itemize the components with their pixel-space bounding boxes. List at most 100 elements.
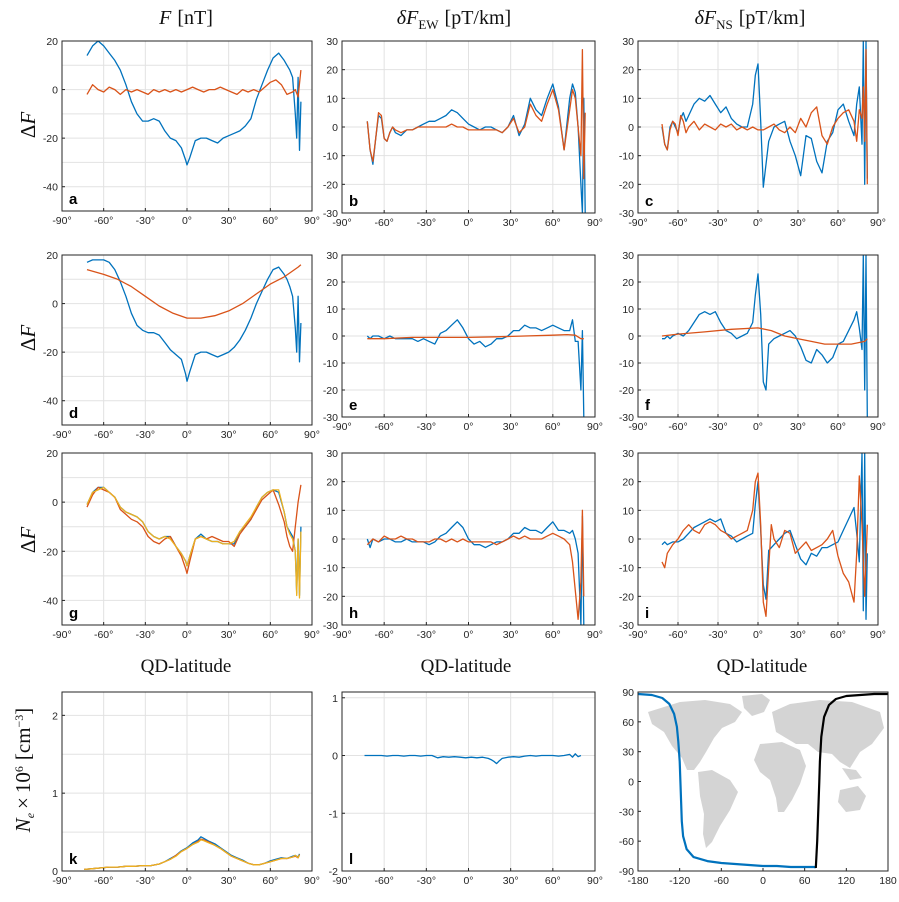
x-tick-label: 60° <box>545 421 561 433</box>
x-tick-label: -60° <box>94 875 113 887</box>
y-tick-label: 0 <box>52 866 58 878</box>
y-tick-label: 1 <box>52 788 58 800</box>
y-tick-label: 60 <box>622 717 634 729</box>
x-tick-label: -60° <box>668 421 687 433</box>
y-tick-label: -30 <box>323 412 338 424</box>
row2-ylabel: ΔF <box>16 325 40 352</box>
y-tick-label: 10 <box>622 93 634 105</box>
panel-label-i: i <box>645 605 649 622</box>
x-tick-label: -60° <box>374 421 393 433</box>
y-tick-label: 20 <box>622 277 634 289</box>
qd-label-col2: QD-latitude <box>421 656 512 677</box>
x-tick-label: 0° <box>753 217 763 229</box>
x-tick-label: -30° <box>136 629 155 641</box>
x-tick-label: -30° <box>417 217 436 229</box>
y-tick-label: 20 <box>46 448 58 460</box>
x-tick-label: 0 <box>760 875 766 887</box>
x-tick-label: 90° <box>304 429 320 441</box>
x-tick-label: 0° <box>182 875 192 887</box>
y-tick-label: 30 <box>622 448 634 460</box>
land-south-america <box>698 770 738 848</box>
series-black-line <box>814 692 888 869</box>
x-tick-label: 30° <box>790 421 806 433</box>
x-tick-label: -90° <box>628 629 647 641</box>
x-tick-label: 30° <box>221 215 237 227</box>
series-blue-line <box>661 453 868 620</box>
y-tick-label: 90 <box>622 687 634 699</box>
panel-label-c: c <box>645 193 653 210</box>
x-tick-label: -60° <box>374 875 393 887</box>
y-tick-label: 0 <box>332 331 338 343</box>
x-tick-label: 0° <box>463 875 473 887</box>
x-tick-label: 0° <box>182 629 192 641</box>
x-tick-label: -30° <box>417 629 436 641</box>
y-tick-label: 30 <box>622 747 634 759</box>
panel-label-a: a <box>69 191 78 208</box>
row4-ylabel: Ne×106[cm−3] <box>11 708 37 834</box>
x-tick-label: -30° <box>708 421 727 433</box>
series-orange-line <box>86 70 302 98</box>
x-tick-label: -90° <box>52 429 71 441</box>
x-tick-label: 180 <box>879 875 897 887</box>
panel-label-e: e <box>349 397 357 414</box>
x-tick-label: -90° <box>52 875 71 887</box>
y-tick-label: 0 <box>52 85 58 97</box>
qd-label-col3: QD-latitude <box>717 656 808 677</box>
x-tick-label: 30° <box>790 217 806 229</box>
land-se-asia-islands <box>842 768 862 780</box>
x-tick-label: 90° <box>304 215 320 227</box>
y-tick-label: -40 <box>43 595 58 607</box>
qd-label-col1: QD-latitude <box>141 656 232 677</box>
series-blue-line <box>662 255 868 417</box>
series-yellow-line <box>84 839 301 871</box>
panel-g: -90° -60° -30° 0° 30° 60° 90° 20 0 -20 -40 g <box>43 448 320 641</box>
x-tick-label: -60° <box>94 429 113 441</box>
x-tick-label: 30° <box>503 217 519 229</box>
y-tick-label: 30 <box>326 36 338 48</box>
x-tick-label: 90° <box>870 217 886 229</box>
x-tick-label: -90° <box>52 629 71 641</box>
x-tick-label: -30° <box>417 421 436 433</box>
x-tick-label: -30° <box>417 875 436 887</box>
y-tick-label: -20 <box>619 385 634 397</box>
x-tick-label: 60° <box>830 421 846 433</box>
x-tick-label: 60° <box>262 429 278 441</box>
series-blue-line <box>366 515 585 625</box>
x-tick-label: -90° <box>332 217 351 229</box>
x-tick-label: -30° <box>708 217 727 229</box>
x-tick-label: 30° <box>790 629 806 641</box>
series-blue-line <box>638 692 817 869</box>
y-tick-label: 30 <box>326 448 338 460</box>
y-tick-label: 0 <box>628 331 634 343</box>
panel-label-h: h <box>349 605 358 622</box>
y-tick-label: 20 <box>46 250 58 262</box>
land-greenland <box>742 694 770 716</box>
y-tick-label: -20 <box>323 385 338 397</box>
y-tick-label: -20 <box>619 179 634 191</box>
x-tick-label: 30° <box>221 429 237 441</box>
x-tick-label: -60° <box>374 217 393 229</box>
panel-d: -90° -60° -30° 0° 30° 60° 90° 20 0 -20 -40 d <box>43 250 320 441</box>
panel-l: -90° -60° -30° 0° 30° 60° 90° 1 0 -1 -2 l <box>329 691 603 887</box>
row3-ylabel: ΔF <box>16 527 40 554</box>
land-australia <box>838 786 866 812</box>
y-tick-label: 10 <box>622 505 634 517</box>
x-tick-label: -60° <box>94 215 113 227</box>
x-tick-label: 0° <box>463 629 473 641</box>
y-tick-label: -20 <box>323 591 338 603</box>
y-tick-label: -20 <box>43 347 58 359</box>
y-tick-label: 20 <box>326 477 338 489</box>
x-tick-label: 0° <box>753 629 763 641</box>
series-orange-line <box>367 333 584 340</box>
panel-label-f: f <box>645 397 651 414</box>
panel-i: -90° -60° -30° 0° 30° 60° 90° 30 20 10 0 -10 -20 -30 i <box>619 448 886 641</box>
y-tick-label: 30 <box>622 36 634 48</box>
x-tick-label: -30° <box>136 215 155 227</box>
y-tick-label: 0 <box>628 777 634 789</box>
y-tick-label: 0 <box>332 122 338 134</box>
series-orange-line <box>366 48 586 180</box>
x-tick-label: 90° <box>870 421 886 433</box>
y-tick-label: 0 <box>332 751 338 763</box>
y-tick-label: -10 <box>323 563 338 575</box>
panel-h: -90° -60° -30° 0° 30° 60° 90° 30 20 10 0 -10 -20 -30 h <box>323 448 603 641</box>
